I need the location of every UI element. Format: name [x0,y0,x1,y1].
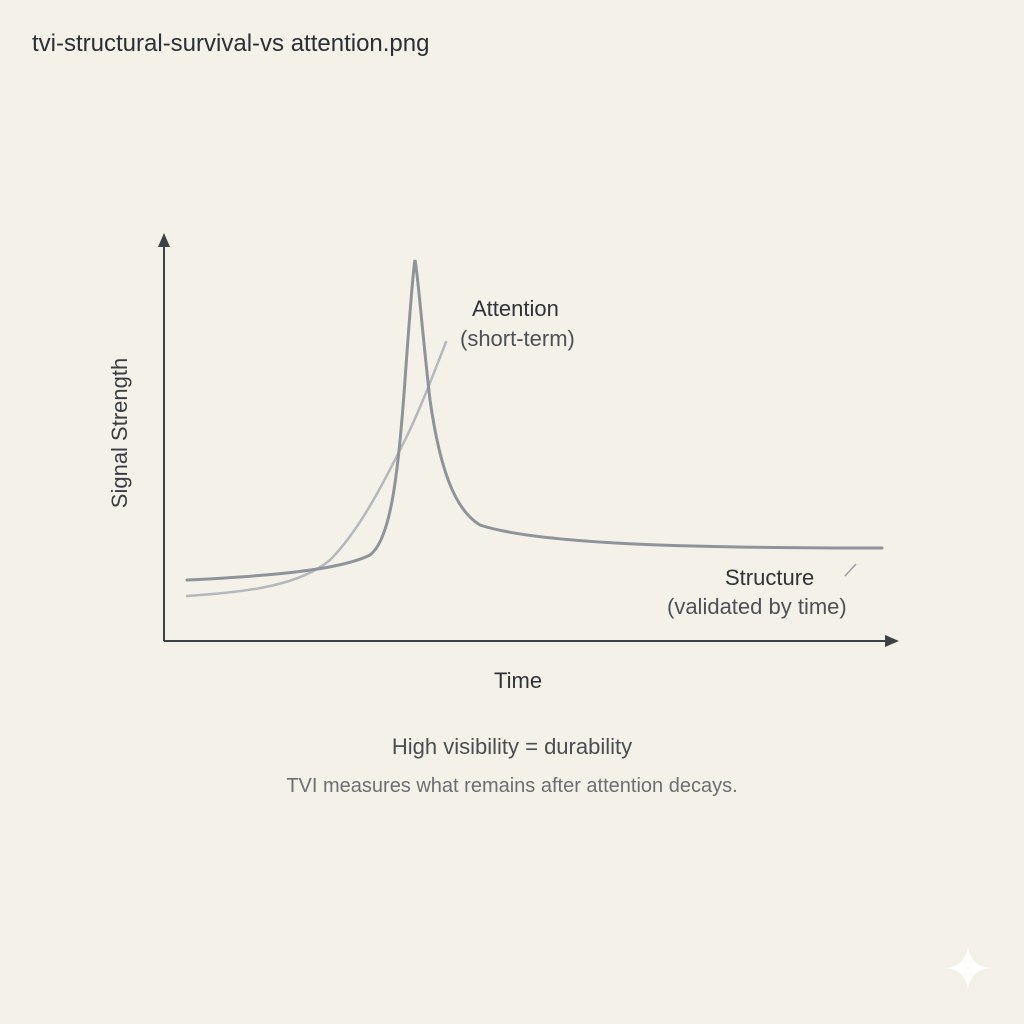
axes [158,233,899,647]
series-label-attention: Attention [472,296,559,321]
series-label-structure: Structure [725,565,815,590]
y-axis-arrow [158,233,170,247]
sparkle-icon [946,946,990,990]
caption-sub: TVI measures what remains after attentio… [286,775,738,797]
series-line-structure [185,340,448,598]
series-desc-attention: (short-term) [460,326,575,351]
x-axis-arrow [885,635,899,647]
y-axis-label: Signal Strength [107,357,132,509]
file-title: tvi-structural-survival-vs attention.png [32,30,430,57]
series-desc-structure: (validated by time) [667,594,847,619]
series-line-attention [185,259,884,582]
caption-main: High visibility = durability [391,734,633,759]
structure-label-tick [844,563,857,577]
x-axis-label: Time [494,668,543,693]
